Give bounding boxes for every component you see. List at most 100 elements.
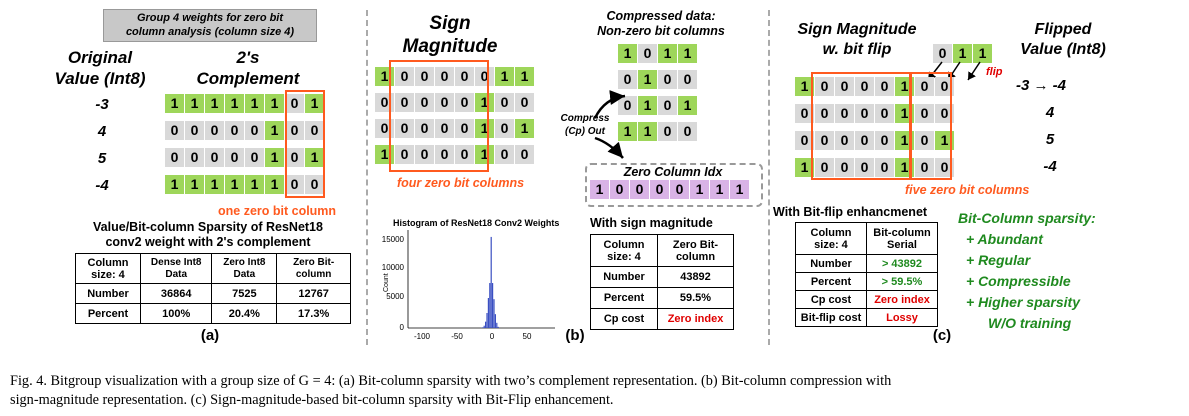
table-a-r1c3: 17.3% [276, 303, 351, 324]
bit-cell: 0 [855, 158, 874, 177]
hist-xtick-3: 50 [523, 332, 532, 341]
table-a-h0: Column size: 4 [75, 253, 141, 284]
table-c-header: Column size: 4 Bit-column Serial [795, 222, 938, 255]
value-a-3: -4 [95, 177, 109, 194]
zero-columns-highlight-c2 [910, 72, 952, 180]
table-c-r2c1: Zero index [866, 290, 938, 309]
compress-label-line1: Compress [560, 113, 610, 124]
bit-cell: 1 [225, 94, 244, 113]
bit-cell: 1 [265, 148, 284, 167]
flipped-value-label: Flipped Value (Int8) [1008, 20, 1118, 60]
bit-cell: 1 [973, 44, 992, 63]
table-a-h1: Dense Int8 Data [139, 253, 213, 284]
bit-cell: 0 [855, 104, 874, 123]
bit-cell: 0 [835, 158, 854, 177]
bit-cell: 1 [305, 94, 324, 113]
figure-caption-line1: Fig. 4. Bitgroup visualization with a gr… [10, 373, 892, 389]
bit-cell: 0 [165, 148, 184, 167]
table-a-h2: Zero Int8 Data [211, 253, 278, 284]
bit-cell: 0 [285, 148, 304, 167]
bit-cell: 1 [245, 175, 264, 194]
sparsity-table-b: Column size: 4 Zero Bit-column Number 43… [590, 234, 734, 330]
bit-cell: 1 [618, 122, 637, 141]
bit-cell: 0 [658, 70, 677, 89]
bit-cell: 0 [855, 131, 874, 150]
table-row: Bit-flip cost Lossy [795, 308, 938, 327]
bit-cell: 1 [658, 44, 677, 63]
bit-cell: 0 [185, 121, 204, 140]
bit-cell: 0 [915, 158, 934, 177]
bit-cell: 0 [455, 67, 474, 86]
bit-cell: 1 [678, 44, 697, 63]
histogram: 15000 10000 5000 0 Count -100 -50 0 50 [382, 230, 555, 341]
flip-label: flip [986, 66, 1003, 78]
bit-cell: 1 [185, 94, 204, 113]
compress-label-line2: (Cp) Out [565, 126, 605, 137]
flipped-label-line1: Flipped [1034, 21, 1092, 38]
compressed-title-line1: Compressed data: [606, 9, 716, 23]
bit-cell: 0 [610, 180, 629, 199]
table-b-r1c0: Percent [590, 287, 658, 309]
bit-cell: 1 [795, 158, 814, 177]
bit-cell: 0 [855, 77, 874, 96]
bit-cell: 0 [415, 93, 434, 112]
twos-complement-label: 2's Complement [188, 47, 308, 89]
bit-cell: 0 [495, 145, 514, 164]
divider-ab [366, 10, 368, 345]
table-a-r1c2: 20.4% [211, 303, 278, 324]
bit-cell: 0 [395, 93, 414, 112]
bit-cell: 0 [305, 121, 324, 140]
bit-cell: 1 [515, 67, 534, 86]
table-c-r0c0: Number [795, 254, 867, 273]
arrow-to-compressed [593, 90, 626, 119]
original-label-line2: Value (Int8) [54, 69, 146, 88]
flipped-value-3: -4 [1043, 158, 1057, 175]
bit-cell: 1 [730, 180, 749, 199]
bit-cell: 0 [935, 104, 954, 123]
bit-cell: 0 [795, 131, 814, 150]
bit-cell: 0 [415, 67, 434, 86]
benefit-item: + Higher sparsity [966, 294, 1080, 310]
table-c-r3c0: Bit-flip cost [795, 308, 867, 327]
bit-cell: 1 [690, 180, 709, 199]
bit-cell: 0 [678, 122, 697, 141]
compress-label: Compress (Cp) Out [555, 112, 615, 138]
caption-label-a: (a) [200, 327, 220, 344]
value-a-0: -3 [95, 96, 109, 113]
table-b-header: Column size: 4 Zero Bit-column [590, 234, 734, 267]
bit-cell: 0 [678, 70, 697, 89]
complement-label-line1: 2's [236, 48, 260, 67]
benefit-item: + Compressible [966, 273, 1071, 289]
sparsity-benefits: Bit-Column sparsity: + Abundant + Regula… [958, 208, 1096, 334]
histogram-bar [490, 236, 492, 328]
value-a-2: 5 [97, 150, 107, 167]
table-c-r2c0: Cp cost [795, 290, 867, 309]
bit-flip-title-line1: Sign Magnitude [797, 21, 917, 38]
flip-arrow-2 [967, 61, 981, 81]
table-row: Cp cost Zero index [590, 308, 734, 330]
bit-cell: 0 [455, 119, 474, 138]
bit-flip-title-line2: w. bit flip [822, 41, 892, 58]
bit-cell: 0 [650, 180, 669, 199]
table-c-h0: Column size: 4 [795, 222, 867, 255]
zero-columns-highlight-b [389, 60, 489, 172]
hist-ytick-3: 0 [400, 323, 405, 332]
bit-cell: 0 [475, 67, 494, 86]
bit-cell: 0 [933, 44, 952, 63]
bit-cell: 0 [285, 175, 304, 194]
zero-index-title: Zero Column Idx [623, 165, 723, 179]
table-a-h3: Zero Bit-column [276, 253, 351, 284]
bit-cell: 0 [205, 121, 224, 140]
bit-cell: 1 [618, 44, 637, 63]
table-row: Number > 43892 [795, 254, 938, 273]
histogram-bar [497, 326, 499, 328]
bit-cell: 1 [265, 175, 284, 194]
bit-cell: 1 [185, 175, 204, 194]
bit-cell: 1 [205, 175, 224, 194]
table-b-r2c1: Zero index [657, 308, 734, 330]
